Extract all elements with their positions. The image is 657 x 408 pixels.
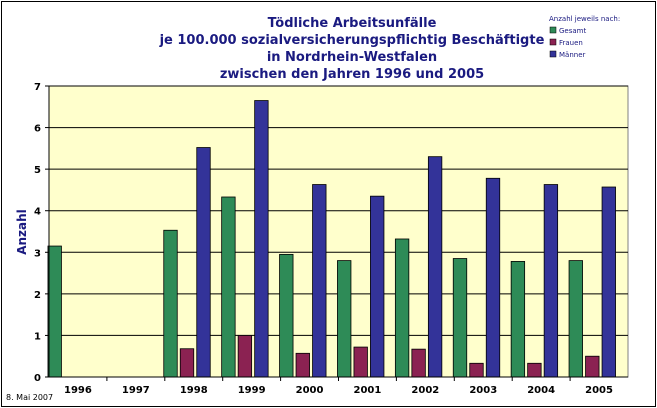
bar-gesamt	[452, 258, 468, 378]
bar-m-nner	[485, 177, 501, 378]
legend-swatch	[549, 50, 557, 58]
x-tick-label: 1999	[238, 385, 266, 396]
legend-title: Anzahl jeweils nach:	[549, 15, 620, 23]
footnote-date: 8. Mai 2007	[6, 393, 53, 402]
chart-title: Tödliche Arbeitsunfälle je 100.000 sozia…	[159, 16, 545, 82]
bar-frauen	[353, 346, 368, 378]
bar-m-nner	[601, 186, 616, 378]
bar-frauen	[527, 362, 542, 378]
chart-title-line-1: Tödliche Arbeitsunfälle	[268, 16, 437, 31]
x-tick-label: 2004	[527, 385, 555, 396]
bar-m-nner	[370, 195, 385, 378]
bar-m-nner	[312, 184, 327, 378]
x-tick-label: 2000	[296, 385, 324, 396]
y-tick-label: 0	[34, 373, 41, 384]
bar-gesamt	[337, 260, 352, 378]
bar-m-nner	[254, 100, 269, 378]
x-tick-label: 1997	[122, 385, 150, 396]
legend-entry: Männer	[559, 51, 586, 59]
bar-frauen	[411, 348, 426, 378]
y-tick-label: 6	[34, 124, 41, 135]
x-tick-label: 2001	[354, 385, 382, 396]
bar-gesamt	[221, 196, 236, 378]
bar-frauen	[585, 355, 600, 378]
bar-gesamt	[510, 261, 526, 378]
x-tick-label: 2005	[585, 385, 613, 396]
bar-frauen	[179, 348, 195, 378]
chart-legend: Anzahl jeweils nach: Gesamt Frauen Männer	[549, 15, 620, 59]
y-tick-label: 5	[34, 165, 41, 176]
y-axis-label: Anzahl	[15, 209, 29, 255]
axes	[48, 86, 628, 378]
bar-gesamt	[163, 229, 178, 378]
bar-m-nner	[543, 184, 559, 378]
chart-title-line-3: in Nordrhein-Westfalen	[267, 50, 437, 65]
x-tick-label: 2002	[411, 385, 439, 396]
legend-swatch	[549, 26, 557, 34]
y-tick-label: 4	[34, 207, 41, 218]
bar-frauen	[295, 352, 310, 378]
y-tick-label: 1	[34, 331, 41, 342]
bar-gesamt	[47, 245, 62, 378]
bar-gesamt	[279, 253, 294, 378]
chart-title-line-2: je 100.000 sozialversicherungspflichtig …	[159, 33, 545, 48]
y-tick-label: 2	[34, 290, 41, 301]
x-tick-label: 1998	[180, 385, 208, 396]
bar-m-nner	[196, 147, 211, 378]
y-axis-ticks: 0 1 2 3 4 5 6 7	[34, 82, 49, 384]
gridlines	[49, 85, 628, 336]
legend-entry: Frauen	[559, 39, 583, 47]
bar-gesamt	[394, 238, 410, 378]
bar-gesamt	[568, 260, 583, 378]
x-tick-label: 2003	[469, 385, 497, 396]
bar-m-nner	[427, 156, 443, 378]
y-tick-label: 7	[34, 82, 41, 93]
chart-title-line-4: zwischen den Jahren 1996 und 2005	[220, 67, 484, 82]
bar-frauen	[469, 362, 484, 378]
legend-entry: Gesamt	[559, 27, 586, 35]
bar-frauen	[237, 335, 253, 378]
y-tick-label: 3	[34, 248, 41, 259]
legend-swatch	[549, 38, 557, 46]
x-tick-label: 1996	[64, 385, 92, 396]
bars	[47, 100, 616, 378]
x-axis-ticks: 1996 1997 1998 1999 2000 2001 2002 2003 2004 2005	[64, 377, 613, 396]
